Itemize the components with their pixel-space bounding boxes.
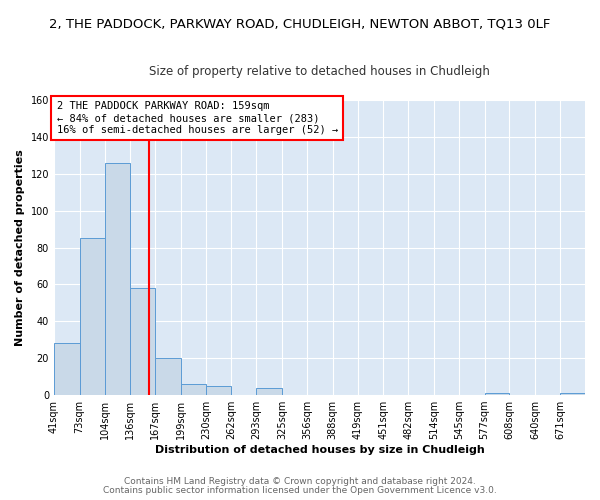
Text: Contains HM Land Registry data © Crown copyright and database right 2024.: Contains HM Land Registry data © Crown c…: [124, 477, 476, 486]
Bar: [54, 344, 80, 395]
Bar: [155, 358, 181, 395]
Bar: [256, 388, 282, 395]
Bar: [80, 238, 104, 395]
Text: 2 THE PADDOCK PARKWAY ROAD: 159sqm
← 84% of detached houses are smaller (283)
16: 2 THE PADDOCK PARKWAY ROAD: 159sqm ← 84%…: [56, 102, 338, 134]
Bar: [181, 384, 206, 395]
Bar: [560, 393, 585, 395]
Bar: [206, 386, 232, 395]
Bar: [485, 393, 509, 395]
X-axis label: Distribution of detached houses by size in Chudleigh: Distribution of detached houses by size …: [155, 445, 484, 455]
Bar: [130, 288, 155, 395]
Text: 2, THE PADDOCK, PARKWAY ROAD, CHUDLEIGH, NEWTON ABBOT, TQ13 0LF: 2, THE PADDOCK, PARKWAY ROAD, CHUDLEIGH,…: [49, 18, 551, 30]
Title: Size of property relative to detached houses in Chudleigh: Size of property relative to detached ho…: [149, 65, 490, 78]
Bar: [104, 162, 130, 395]
Y-axis label: Number of detached properties: Number of detached properties: [15, 149, 25, 346]
Text: Contains public sector information licensed under the Open Government Licence v3: Contains public sector information licen…: [103, 486, 497, 495]
